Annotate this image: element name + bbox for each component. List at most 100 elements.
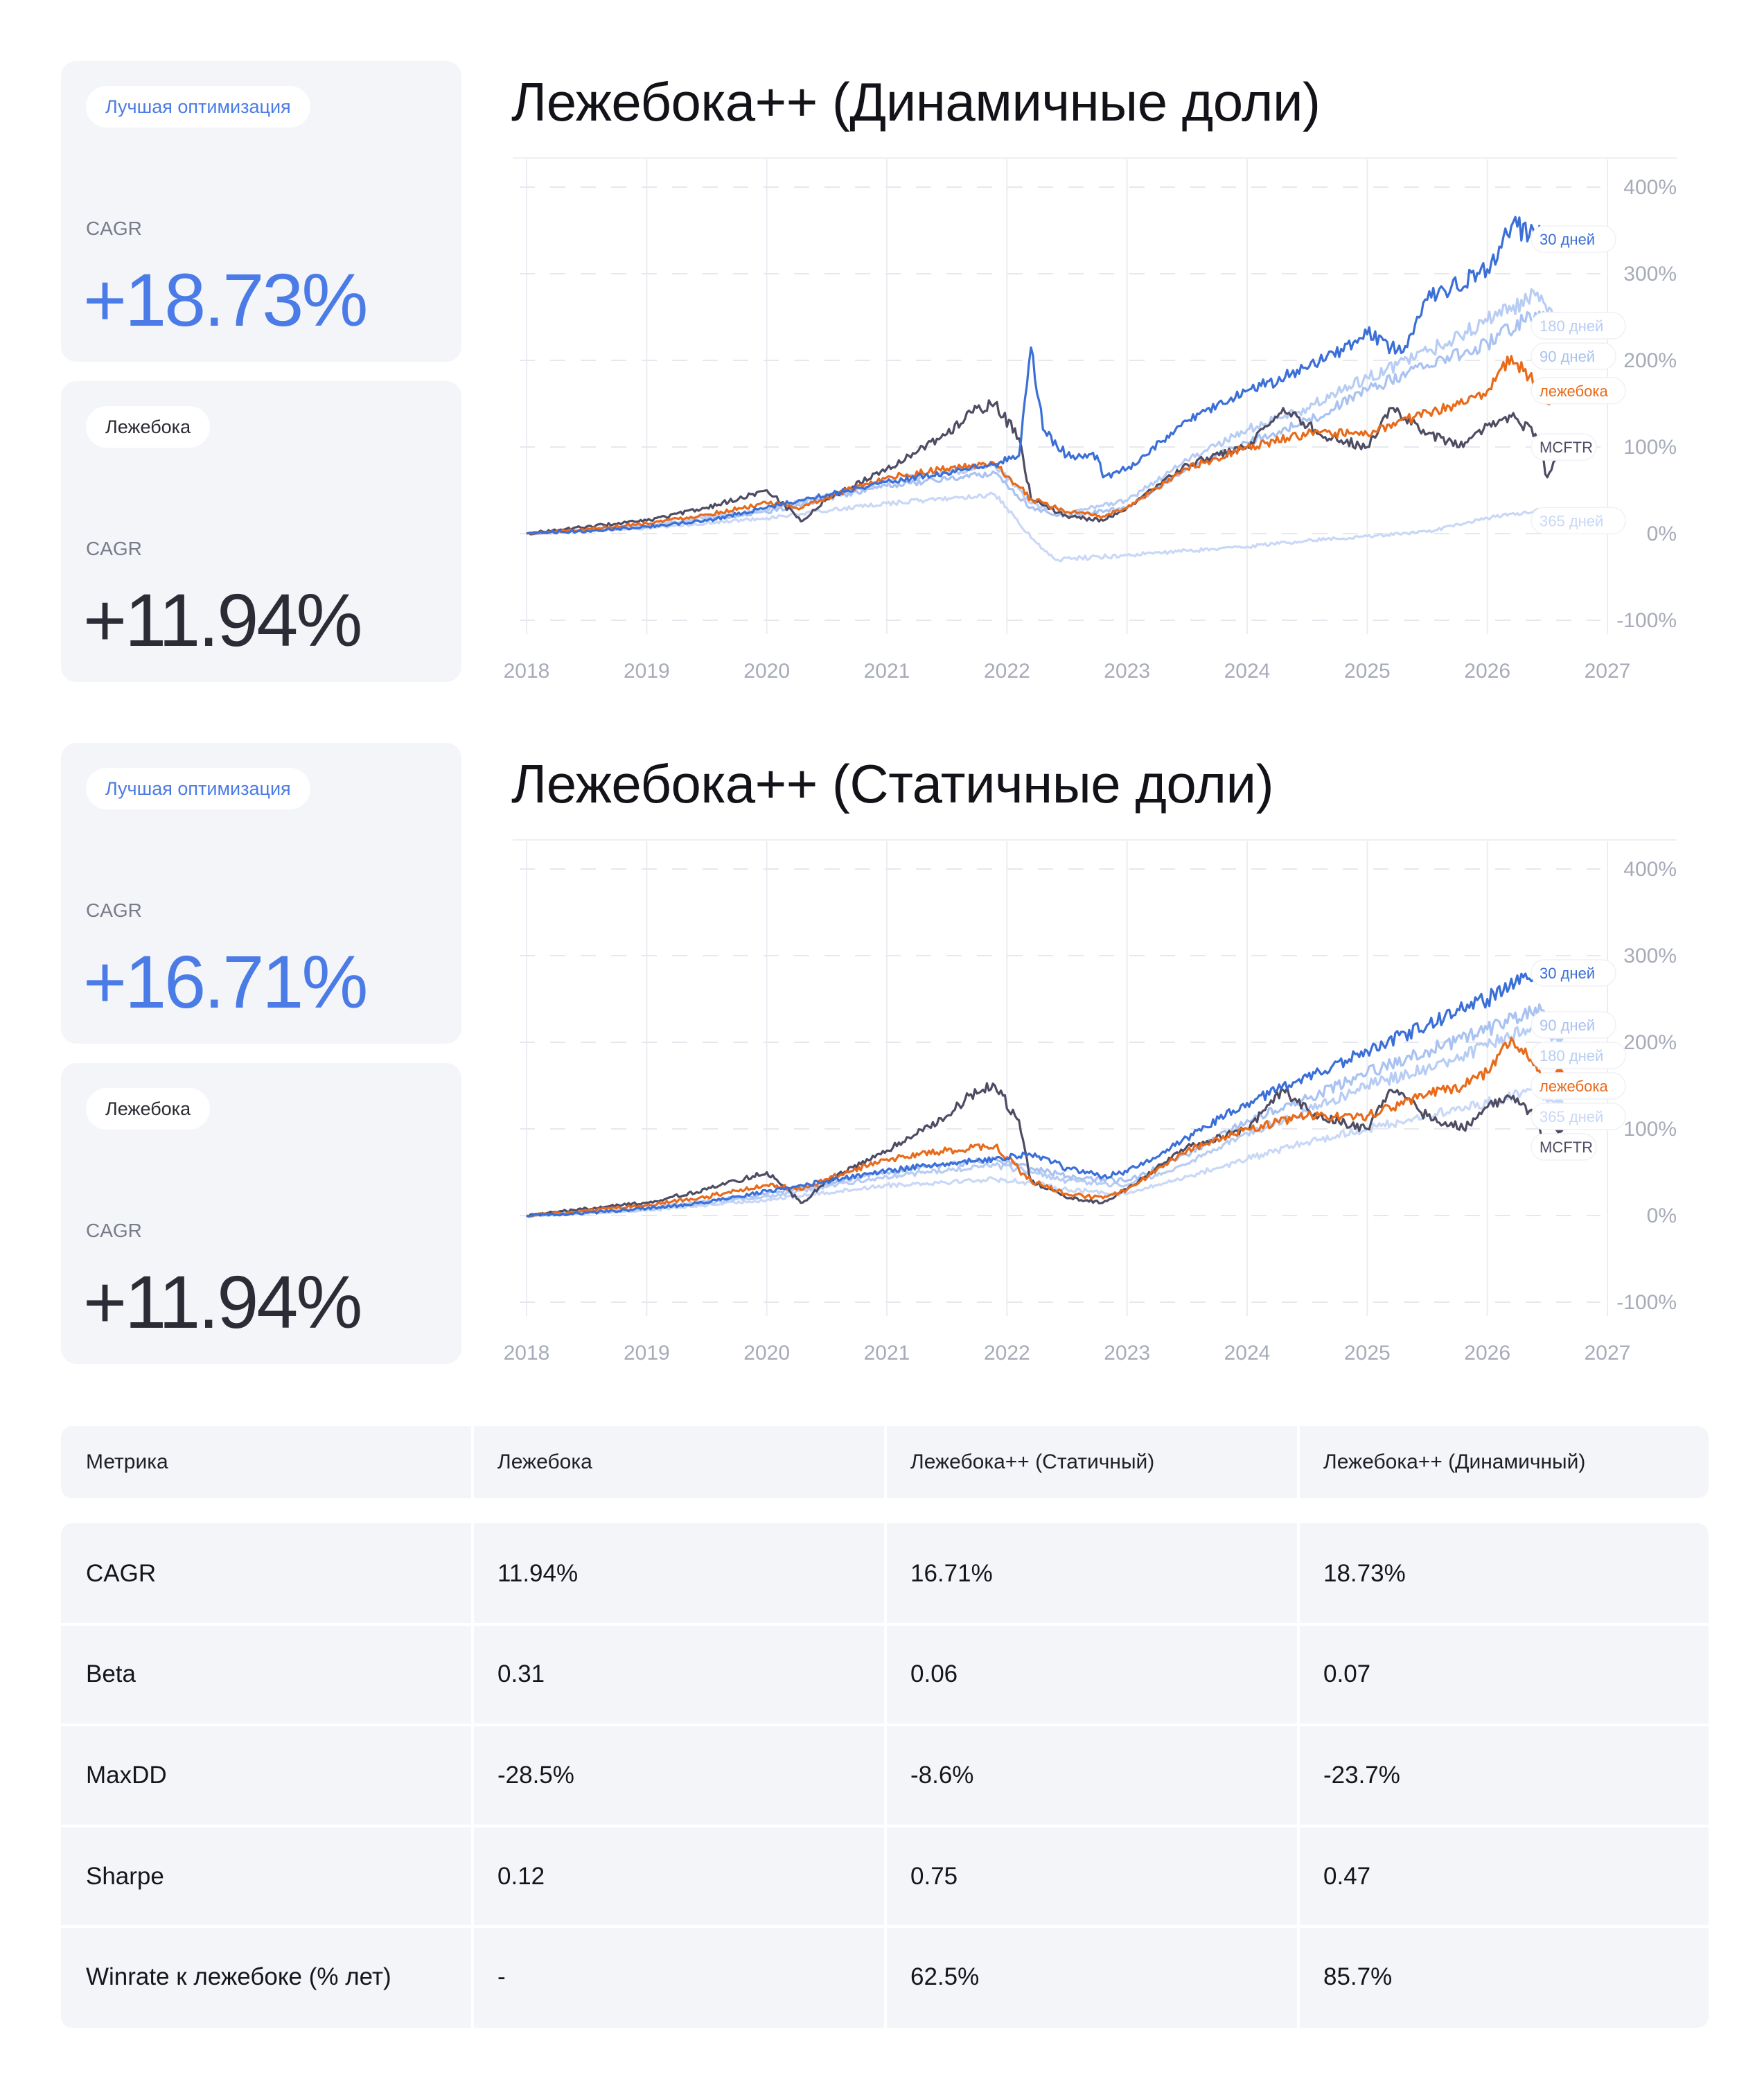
x-tick-label: 2022 (984, 660, 1030, 683)
table-cell: 11.94% (497, 1559, 579, 1587)
x-tick-label: 2027 (1585, 660, 1631, 683)
series-line-180-дней (526, 288, 1560, 536)
series-line-mcftr (526, 399, 1561, 536)
table-cell: 0.06 (910, 1660, 958, 1688)
series-label-text: лежебока (1540, 383, 1608, 400)
x-tick-label: 2021 (864, 1342, 910, 1365)
x-tick-label: 2025 (1344, 1342, 1391, 1365)
best-optimization-pill: Лучшая оптимизация (86, 768, 310, 809)
x-tick-label: 2018 (504, 660, 550, 683)
cagr-label: CAGR (86, 538, 142, 559)
chart-title: Лежебока++ (Динамичные доли) (511, 71, 1321, 132)
series-line-365-дней (526, 491, 1560, 563)
table-cell: Sharpe (86, 1862, 164, 1890)
table-cell: 85.7% (1323, 1963, 1393, 1991)
x-tick-label: 2025 (1344, 660, 1391, 683)
series-label-180-дней: 180 дней (1531, 312, 1626, 340)
series-line-30-дней (526, 216, 1561, 535)
x-tick-label: 2020 (743, 1342, 790, 1365)
x-tick-label: 2022 (984, 1342, 1030, 1365)
series-label-365-дней: 365 дней (1531, 507, 1626, 534)
x-tick-label: 2020 (743, 660, 790, 683)
x-tick-label: 2023 (1104, 1342, 1150, 1365)
series-line-30-дней (526, 965, 1560, 1218)
series-label-text: 180 дней (1540, 1047, 1603, 1064)
table-cell: 18.73% (1323, 1559, 1406, 1587)
table-row: Winrate к лежебоке (% лет) - 62.5% 85.7% (61, 1927, 1709, 2028)
table-header: Метрика Лежебока Лежебока++ (Статичный) … (61, 1426, 1709, 1498)
cagr-value: +18.73% (83, 258, 368, 342)
series-label-30-дней: 30 дней (1531, 959, 1616, 987)
cagr-value: +11.94% (83, 1260, 362, 1344)
series-label-mcftr: MCFTR (1531, 433, 1597, 461)
table-cell: Winrate к лежебоке (% лет) (86, 1963, 391, 1991)
x-tick-label: 2024 (1224, 660, 1271, 683)
series-label-365-дней: 365 дней (1531, 1103, 1626, 1130)
y-tick-label: 400% (1623, 176, 1677, 199)
y-tick-label: 200% (1623, 349, 1677, 372)
table-cell: 16.71% (910, 1559, 993, 1587)
y-tick-label: 0% (1647, 1204, 1677, 1227)
series-line-mcftr (526, 1082, 1561, 1218)
table-cell: 62.5% (910, 1963, 980, 1991)
baseline-card: Лежебока CAGR +11.94% (61, 1063, 461, 1364)
baseline-card: Лежебока CAGR +11.94% (61, 381, 461, 682)
series-label-90-дней: 90 дней (1531, 342, 1616, 370)
series-label-text: MCFTR (1540, 439, 1593, 456)
header-cell: Лежебока++ (Динамичный) (1323, 1450, 1586, 1473)
series-line-лежебока (526, 355, 1561, 535)
series-label-text: 180 дней (1540, 317, 1603, 335)
series-line-лежебока (526, 1037, 1561, 1218)
best-optimization-card: Лучшая оптимизация CAGR +16.71% (61, 743, 461, 1044)
y-tick-label: 200% (1623, 1031, 1677, 1054)
table-cell: Beta (86, 1660, 136, 1688)
series-line-180-дней (526, 1022, 1561, 1218)
best-optimization-card: Лучшая оптимизация CAGR +18.73% (61, 61, 461, 362)
series-label-text: лежебока (1540, 1078, 1608, 1095)
series-label-text: 90 дней (1540, 348, 1595, 365)
x-tick-label: 2019 (624, 1342, 670, 1365)
series-label-90-дней: 90 дней (1531, 1011, 1616, 1039)
series-label-text: 30 дней (1540, 231, 1595, 248)
y-tick-label: 300% (1623, 945, 1677, 967)
series-label-mcftr: MCFTR (1531, 1133, 1597, 1161)
table-cell: 0.75 (910, 1862, 958, 1890)
cagr-value: +16.71% (83, 940, 368, 1024)
series-label-30-дней: 30 дней (1531, 225, 1616, 253)
table-cell: - (497, 1963, 506, 1991)
table-row: Sharpe 0.12 0.75 0.47 (61, 1826, 1709, 1927)
header-cell: Метрика (86, 1450, 168, 1473)
y-tick-label: -100% (1616, 609, 1677, 632)
header-cell: Лежебока (497, 1450, 592, 1473)
table-cell: -28.5% (497, 1761, 574, 1789)
chart-static: 2018 2019 2020 2021 2022 2023 2024 2025 2026 2027… (504, 839, 1677, 1365)
x-tick-label: 2019 (624, 660, 670, 683)
series-label-text: 365 дней (1540, 512, 1603, 529)
table-row: CAGR 11.94% 16.71% 18.73% (61, 1523, 1709, 1624)
header-cell: Лежебока++ (Статичный) (910, 1450, 1155, 1473)
y-tick-label: 100% (1623, 1118, 1677, 1141)
y-tick-label: 0% (1647, 523, 1677, 545)
table-cell: 0.31 (497, 1660, 545, 1688)
cagr-label: CAGR (86, 218, 142, 239)
table-cell: CAGR (86, 1559, 157, 1587)
series-label-text: MCFTR (1540, 1139, 1593, 1156)
series-label-лежебока: лежебока (1531, 377, 1626, 405)
y-tick-label: 400% (1623, 858, 1677, 881)
table-cell: MaxDD (86, 1761, 167, 1789)
chart-title: Лежебока++ (Статичные доли) (511, 753, 1274, 814)
x-tick-label: 2026 (1464, 1342, 1510, 1365)
x-tick-label: 2021 (864, 660, 910, 683)
table-cell: 0.07 (1323, 1660, 1371, 1688)
table-cell: 0.47 (1323, 1862, 1371, 1890)
table-cell: -8.6% (910, 1761, 974, 1789)
table-cell: 0.12 (497, 1862, 545, 1890)
series-label-text: 90 дней (1540, 1017, 1595, 1034)
x-tick-label: 2018 (504, 1342, 550, 1365)
series-label-text: 365 дней (1540, 1108, 1603, 1125)
y-tick-label: -100% (1616, 1291, 1677, 1314)
x-tick-label: 2027 (1585, 1342, 1631, 1365)
x-tick-label: 2024 (1224, 1342, 1271, 1365)
series-label-text: 30 дней (1540, 965, 1595, 982)
best-optimization-pill: Лучшая оптимизация (86, 86, 310, 128)
